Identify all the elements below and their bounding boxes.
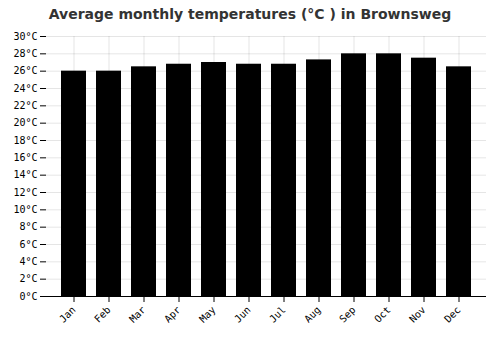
svg-text:Jun: Jun — [232, 304, 253, 325]
svg-text:0°C: 0°C — [19, 291, 37, 302]
svg-text:14°C: 14°C — [13, 169, 37, 180]
svg-text:20°C: 20°C — [13, 117, 37, 128]
svg-text:30°C: 30°C — [13, 31, 37, 42]
svg-text:Feb: Feb — [92, 304, 113, 325]
svg-text:6°C: 6°C — [19, 239, 37, 250]
svg-text:May: May — [197, 304, 218, 325]
svg-text:10°C: 10°C — [13, 204, 37, 215]
svg-text:22°C: 22°C — [13, 100, 37, 111]
svg-text:Dec: Dec — [442, 304, 463, 325]
svg-text:18°C: 18°C — [13, 135, 37, 146]
svg-text:4°C: 4°C — [19, 256, 37, 267]
html-text:Average monthly temperatures (: Average monthly temperatures (°C ) in Br… — [48, 6, 452, 22]
svg-text:28°C: 28°C — [13, 48, 37, 59]
svg-text:12°C: 12°C — [13, 187, 37, 198]
svg-text:24°C: 24°C — [13, 83, 37, 94]
svg-text:2°C: 2°C — [19, 273, 37, 284]
svg-text:Jul: Jul — [267, 304, 288, 325]
svg-text:Mar: Mar — [127, 304, 148, 325]
svg-text:Apr: Apr — [162, 304, 183, 325]
svg-text:Jan: Jan — [57, 304, 78, 325]
svg-text:26°C: 26°C — [13, 65, 37, 76]
svg-text:8°C: 8°C — [19, 221, 37, 232]
svg-text:Aug: Aug — [302, 304, 323, 325]
svg-text:Nov: Nov — [407, 304, 428, 325]
svg-text:Oct: Oct — [372, 304, 393, 325]
svg-text:16°C: 16°C — [13, 152, 37, 163]
svg-text:Sep: Sep — [337, 304, 358, 325]
